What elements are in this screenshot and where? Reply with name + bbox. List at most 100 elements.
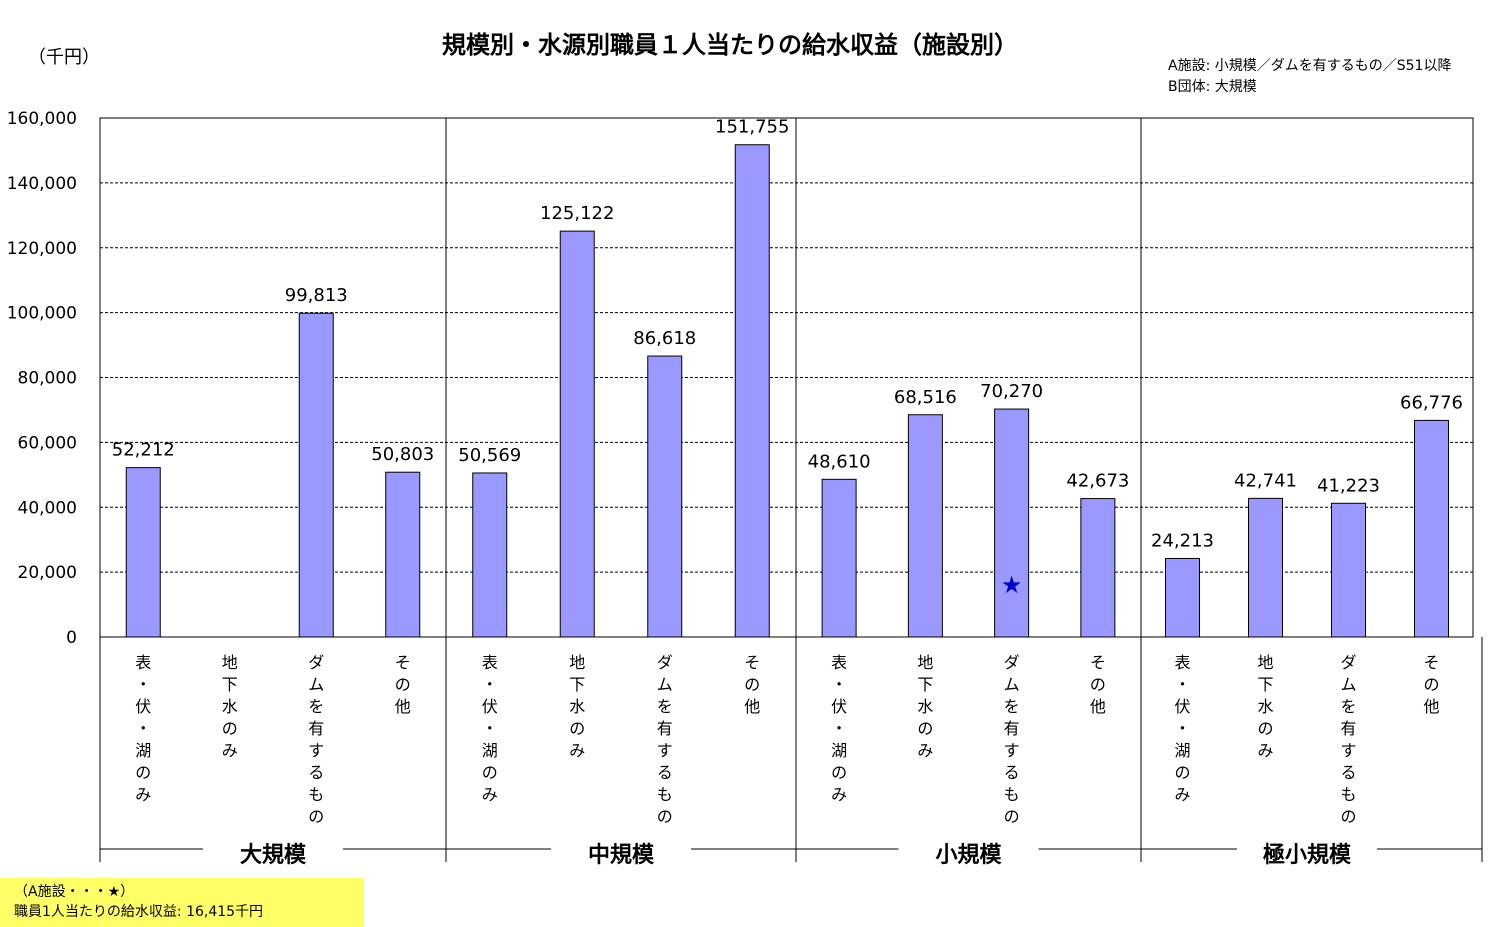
category-label-char: 水 [1257, 697, 1273, 716]
category-label-char: み [1257, 741, 1273, 760]
category-label-char: ム [1004, 675, 1020, 694]
category-label-char: る [657, 763, 673, 782]
bar [1248, 497, 1283, 638]
category-label-char: ダ [1340, 653, 1356, 672]
bar [821, 478, 857, 638]
group-label: 大規模 [240, 843, 307, 868]
category-label-char: ・ [482, 719, 498, 738]
category-label-char: 水 [569, 697, 585, 716]
data-label: 42,673 [1066, 471, 1129, 492]
category-label-char: 有 [1004, 719, 1020, 738]
category-label-char: ・ [1174, 719, 1190, 738]
data-label: 66,776 [1400, 392, 1463, 413]
category-label-char: 表 [482, 653, 498, 672]
y-tick-label: 120,000 [7, 239, 77, 259]
category-label-char: を [308, 697, 324, 716]
category-label-char: の [917, 719, 933, 738]
category-label-char: す [308, 741, 324, 760]
category-label-char: の [482, 763, 498, 782]
bar [125, 467, 161, 638]
category-label-char: 有 [657, 719, 673, 738]
category-label-char: そ [395, 653, 411, 672]
category-label-char: の [1423, 675, 1439, 694]
bar [385, 471, 421, 638]
category-label-char: 他 [395, 697, 411, 716]
category-label-char: の [1257, 719, 1273, 738]
category-label-char: る [1004, 763, 1020, 782]
category-label-char: 表 [831, 653, 847, 672]
category-label-char: 湖 [135, 741, 151, 760]
y-tick-label: 60,000 [18, 433, 77, 453]
y-tick-label: 40,000 [18, 498, 77, 518]
data-label: 48,610 [808, 451, 871, 472]
category-label-char: み [1174, 785, 1190, 804]
category-label-char: そ [744, 653, 760, 672]
category-label-char: 他 [1090, 697, 1106, 716]
bar [1331, 502, 1366, 638]
category-label-char: 地 [222, 653, 238, 672]
data-label: 125,122 [540, 203, 614, 224]
bar [1165, 557, 1200, 638]
category-label-char: ム [657, 675, 673, 694]
category-label-char: 他 [1423, 697, 1439, 716]
data-label: 151,755 [715, 117, 789, 138]
category-label-char: 伏 [1174, 697, 1190, 716]
category-label-char: の [569, 719, 585, 738]
category-label-char: を [657, 697, 673, 716]
category-label-char: す [1340, 741, 1356, 760]
group-label: 極小規模 [1263, 842, 1352, 868]
category-label-char: も [657, 785, 673, 804]
category-label-char: ・ [1174, 675, 1190, 694]
category-label-char: の [1340, 807, 1356, 826]
group-label: 中規模 [588, 843, 655, 868]
bar [907, 414, 943, 638]
category-label-char: の [831, 763, 847, 782]
category-label-char: す [657, 741, 673, 760]
category-label-char: も [1004, 785, 1020, 804]
category-label-char: の [395, 675, 411, 694]
category-label-char: ・ [482, 675, 498, 694]
data-label: 86,618 [633, 328, 696, 349]
y-tick-label: 100,000 [7, 304, 77, 324]
y-tick-label: 20,000 [18, 563, 77, 583]
category-label-char: み [135, 785, 151, 804]
category-label-char: の [1174, 763, 1190, 782]
category-label-char: ・ [135, 675, 151, 694]
category-label-char: 有 [308, 719, 324, 738]
bar [559, 230, 595, 638]
category-label-char: ダ [1004, 653, 1020, 672]
unit-label: （千円） [28, 47, 100, 68]
category-label-char: の [1090, 675, 1106, 694]
category-label-char: ダ [308, 653, 324, 672]
category-label-char: ム [308, 675, 324, 694]
category-label-char: 伏 [135, 697, 151, 716]
category-label-char: 他 [744, 697, 760, 716]
data-label: 24,213 [1151, 530, 1214, 551]
data-label: 42,741 [1234, 470, 1297, 491]
data-label: 50,803 [371, 444, 434, 465]
group-label: 小規模 [935, 843, 1002, 868]
data-label: 41,223 [1317, 475, 1380, 496]
bar [647, 355, 683, 638]
category-label-char: ・ [831, 675, 847, 694]
category-label-char: 有 [1340, 719, 1356, 738]
category-label-char: 下 [569, 675, 585, 694]
chart-title: 規模別・水源別職員１人当たりの給水収益（施設別） [442, 31, 1018, 59]
category-label-char: る [1340, 763, 1356, 782]
category-label-char: る [308, 763, 324, 782]
data-label: 70,270 [980, 381, 1043, 402]
bar [1080, 498, 1116, 638]
category-label-char: の [308, 807, 324, 826]
category-label-char: 伏 [831, 697, 847, 716]
data-label: 52,212 [112, 440, 175, 461]
category-label-char: み [831, 785, 847, 804]
category-label-char: 伏 [482, 697, 498, 716]
bar [298, 312, 334, 638]
category-label-char: 湖 [482, 741, 498, 760]
category-label-char: そ [1423, 653, 1439, 672]
category-label-char: 湖 [831, 741, 847, 760]
category-label-char: も [1340, 785, 1356, 804]
category-label-char: み [482, 785, 498, 804]
category-label-char: み [569, 741, 585, 760]
